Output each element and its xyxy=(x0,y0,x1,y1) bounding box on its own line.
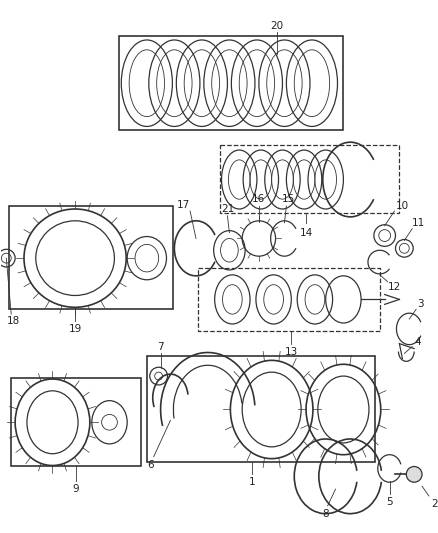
Text: 11: 11 xyxy=(411,218,425,228)
Bar xyxy=(119,36,343,131)
Text: 9: 9 xyxy=(73,484,79,494)
Text: 19: 19 xyxy=(68,324,82,334)
Text: 18: 18 xyxy=(7,316,20,326)
Bar xyxy=(147,357,375,462)
Text: 13: 13 xyxy=(285,346,298,357)
Text: 15: 15 xyxy=(282,194,295,204)
Text: 3: 3 xyxy=(417,300,424,309)
Text: 17: 17 xyxy=(177,200,190,210)
Text: 10: 10 xyxy=(396,201,409,211)
Text: 14: 14 xyxy=(300,228,313,238)
Text: 8: 8 xyxy=(322,508,329,519)
Text: 1: 1 xyxy=(249,477,255,487)
Text: 7: 7 xyxy=(157,342,164,352)
Text: 16: 16 xyxy=(252,194,265,204)
Bar xyxy=(219,145,399,213)
Circle shape xyxy=(406,466,422,482)
Text: 12: 12 xyxy=(388,281,401,292)
Bar xyxy=(198,268,380,331)
Bar xyxy=(9,206,173,309)
Bar xyxy=(11,378,141,466)
Text: 4: 4 xyxy=(415,337,421,346)
Text: 20: 20 xyxy=(270,21,283,31)
Text: 2: 2 xyxy=(431,499,438,509)
Text: 21: 21 xyxy=(221,204,234,214)
Text: 5: 5 xyxy=(386,497,393,507)
Text: 6: 6 xyxy=(148,459,154,470)
